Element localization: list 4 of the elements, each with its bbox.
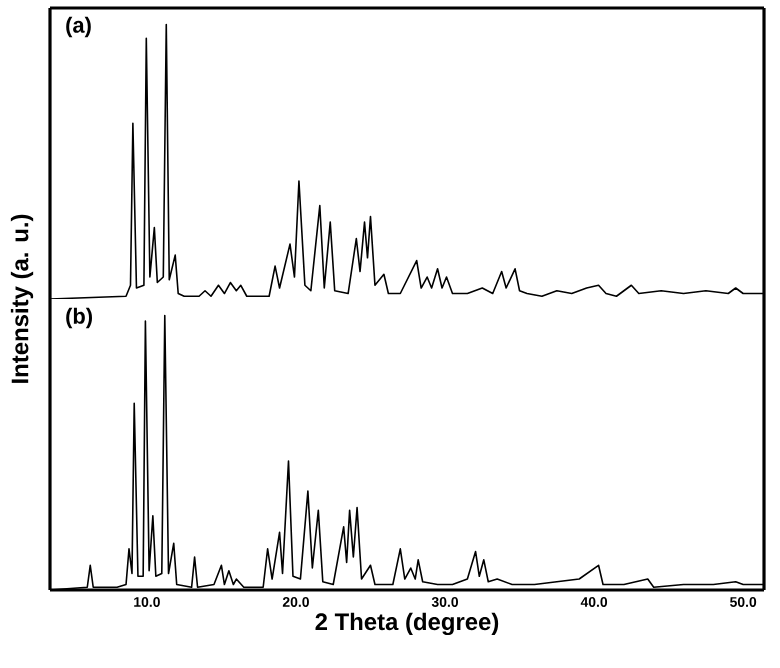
annotation: (b) — [66, 307, 92, 329]
annotation: (a) — [66, 16, 91, 38]
y-axis-title: Intensity (a. u.) — [10, 214, 34, 383]
x-axis-title: 2 Theta (degree) — [315, 612, 499, 636]
